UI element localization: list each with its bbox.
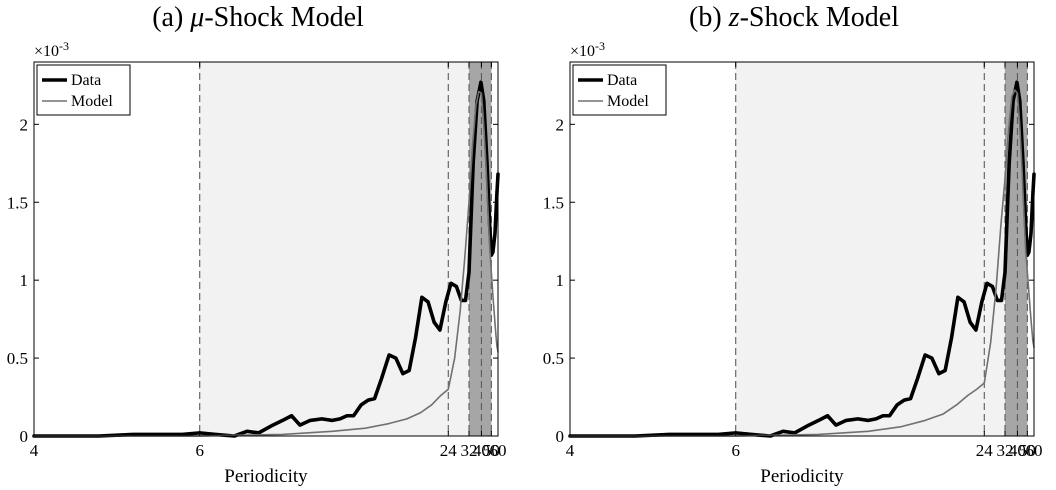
y-tick-label: 1 bbox=[556, 271, 565, 290]
x-axis-label: Periodicity bbox=[760, 466, 844, 487]
legend-box bbox=[36, 64, 131, 116]
shaded-band-dark bbox=[1005, 62, 1028, 436]
shaded-band-dark bbox=[469, 62, 492, 436]
y-tick-label: 2 bbox=[556, 115, 565, 134]
series-line-model bbox=[33, 90, 499, 437]
x-tick-label: 32 bbox=[997, 441, 1014, 460]
plot-area bbox=[568, 62, 1036, 438]
y-tick-label: 0.5 bbox=[7, 349, 28, 368]
x-tick-label: 60 bbox=[490, 441, 507, 460]
shaded-band-light bbox=[735, 62, 1005, 436]
legend: Data Model bbox=[572, 64, 667, 116]
x-tick-label: 6 bbox=[731, 441, 740, 460]
x-tick-label: 40 bbox=[473, 441, 490, 460]
x-tick-label: 4 bbox=[30, 441, 39, 460]
legend-label-model: Model bbox=[607, 93, 649, 110]
x-tick-label: 4 bbox=[566, 441, 575, 460]
axes-frame bbox=[33, 61, 499, 437]
panel-b: (b) z-Shock Model ×10-3 Periodicity 4 6 24… bbox=[543, 2, 1043, 487]
y-exponent-label: ×10-3 bbox=[34, 39, 69, 60]
x-tick-label: 50 bbox=[483, 441, 500, 460]
chart-title: (a) μ-Shock Model bbox=[152, 2, 364, 33]
legend-box bbox=[572, 64, 667, 116]
y-tick-label: 0.5 bbox=[543, 349, 564, 368]
y-tick-label: 1 bbox=[20, 271, 29, 290]
legend-label-data: Data bbox=[71, 72, 101, 89]
series-line-model bbox=[569, 89, 1035, 437]
legend-label-model: Model bbox=[71, 93, 113, 110]
shaded-band-light bbox=[199, 62, 469, 436]
chart-title: (b) z-Shock Model bbox=[689, 2, 899, 33]
x-tick-label: 6 bbox=[195, 441, 204, 460]
x-tick-label: 24 bbox=[440, 441, 458, 460]
y-tick-label: 1.5 bbox=[7, 193, 28, 212]
x-tick-label: 50 bbox=[1019, 441, 1036, 460]
axes-frame bbox=[569, 61, 1035, 437]
x-tick-label: 40 bbox=[1009, 441, 1026, 460]
y-tick-label: 0 bbox=[556, 427, 565, 446]
x-tick-label: 60 bbox=[1026, 441, 1043, 460]
legend-label-data: Data bbox=[607, 72, 637, 89]
legend: Data Model bbox=[36, 64, 131, 116]
y-exponent-label: ×10-3 bbox=[570, 39, 605, 60]
panel-a: (a) μ-Shock Model ×10-3 Periodicity 4 6 24… bbox=[7, 2, 507, 487]
plot-area bbox=[32, 62, 500, 438]
series-line-data bbox=[568, 80, 1036, 438]
x-tick-label: 32 bbox=[461, 441, 478, 460]
y-tick-label: 1.5 bbox=[543, 193, 564, 212]
y-tick-label: 0 bbox=[20, 427, 29, 446]
series-line-data bbox=[32, 80, 500, 438]
x-tick-label: 24 bbox=[976, 441, 994, 460]
y-tick-label: 2 bbox=[20, 115, 29, 134]
x-axis-label: Periodicity bbox=[224, 466, 308, 487]
